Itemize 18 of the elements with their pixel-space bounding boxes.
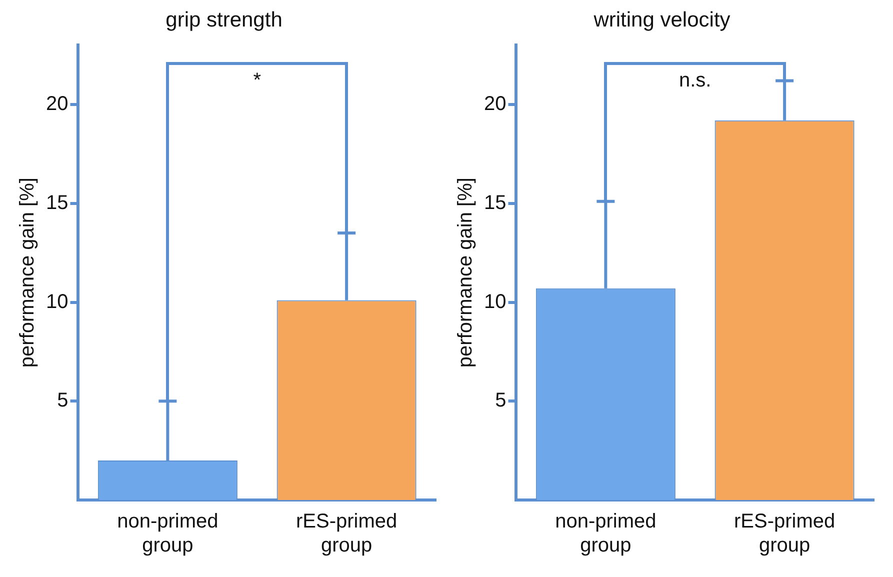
annotation: n.s. bbox=[679, 70, 712, 92]
x-tick-label: non-primed group bbox=[555, 510, 656, 557]
y-tick-label: 20 bbox=[46, 93, 68, 116]
y-tick-label: 10 bbox=[484, 290, 506, 313]
y-axis-title: performance gain [%] bbox=[16, 178, 39, 368]
y-tick-label: 10 bbox=[46, 290, 68, 313]
x-tick-label: rES-primed group bbox=[734, 510, 836, 557]
chart-title: grip strength bbox=[166, 8, 282, 32]
x-tick-label: non-primed group bbox=[117, 510, 218, 557]
x-tick-label: rES-primed group bbox=[296, 510, 398, 557]
annotation: * bbox=[253, 70, 262, 92]
y-tick-label: 5 bbox=[57, 390, 68, 412]
y-tick-label: 20 bbox=[484, 93, 506, 116]
y-axis-title: performance gain [%] bbox=[454, 178, 477, 368]
y-tick-label: 15 bbox=[484, 192, 506, 214]
chart-title: writing velocity bbox=[592, 8, 731, 32]
y-tick-label: 5 bbox=[495, 390, 506, 412]
y-tick-label: 15 bbox=[46, 192, 68, 214]
